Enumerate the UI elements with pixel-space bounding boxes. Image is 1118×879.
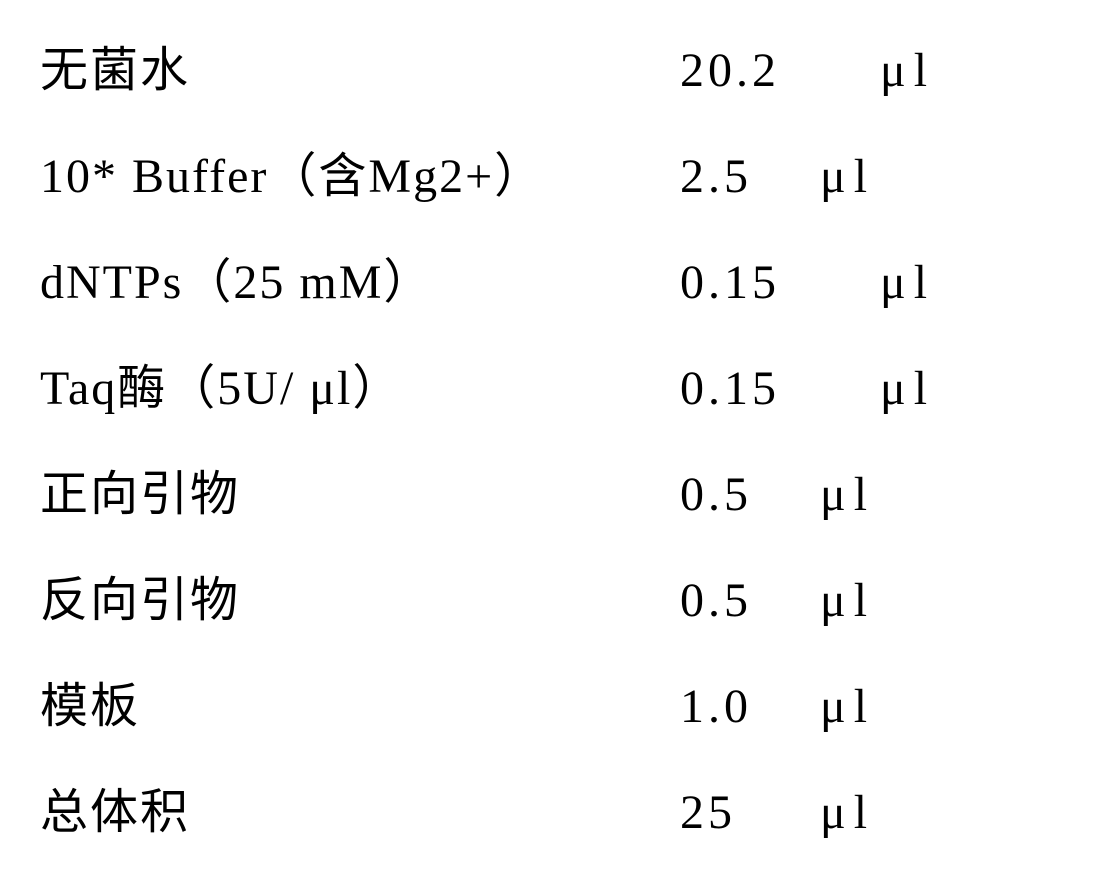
reagent-unit: μl — [860, 361, 935, 416]
reagent-unit: μl — [860, 255, 935, 310]
reagent-label: 10* Buffer（含Mg2+） — [40, 136, 680, 206]
table-row: 反向引物 0.5 μl — [40, 560, 1078, 666]
pcr-reagent-table: 无菌水 20.2 μl 10* Buffer（含Mg2+） 2.5 μl dNT… — [40, 30, 1078, 878]
reagent-unit: μl — [860, 43, 935, 98]
table-row: 模板 1.0 μl — [40, 666, 1078, 772]
reagent-label: dNTPs（25 mM） — [40, 242, 680, 312]
reagent-value: 0.5 — [680, 573, 820, 628]
reagent-value: 2.5 — [680, 149, 820, 204]
reagent-label: 总体积 — [40, 772, 680, 842]
reagent-label: Taq酶（5U/ μl） — [40, 348, 680, 418]
table-row: 无菌水 20.2 μl — [40, 30, 1078, 136]
reagent-value: 25 — [680, 785, 820, 840]
reagent-value: 1.0 — [680, 679, 820, 734]
reagent-label: 反向引物 — [40, 560, 680, 630]
reagent-unit: μl — [820, 467, 875, 522]
table-row: Taq酶（5U/ μl） 0.15 μl — [40, 348, 1078, 454]
reagent-label: 无菌水 — [40, 30, 680, 100]
reagent-unit: μl — [820, 785, 875, 840]
reagent-value: 0.15 — [680, 255, 860, 310]
reagent-label: 模板 — [40, 666, 680, 736]
reagent-value: 20.2 — [680, 43, 860, 98]
reagent-unit: μl — [820, 679, 875, 734]
reagent-unit: μl — [820, 573, 875, 628]
reagent-unit: μl — [820, 149, 875, 204]
reagent-label: 正向引物 — [40, 454, 680, 524]
reagent-value: 0.15 — [680, 361, 860, 416]
table-row: dNTPs（25 mM） 0.15 μl — [40, 242, 1078, 348]
reagent-value: 0.5 — [680, 467, 820, 522]
table-row: 正向引物 0.5 μl — [40, 454, 1078, 560]
table-row: 10* Buffer（含Mg2+） 2.5 μl — [40, 136, 1078, 242]
table-row: 总体积 25 μl — [40, 772, 1078, 878]
